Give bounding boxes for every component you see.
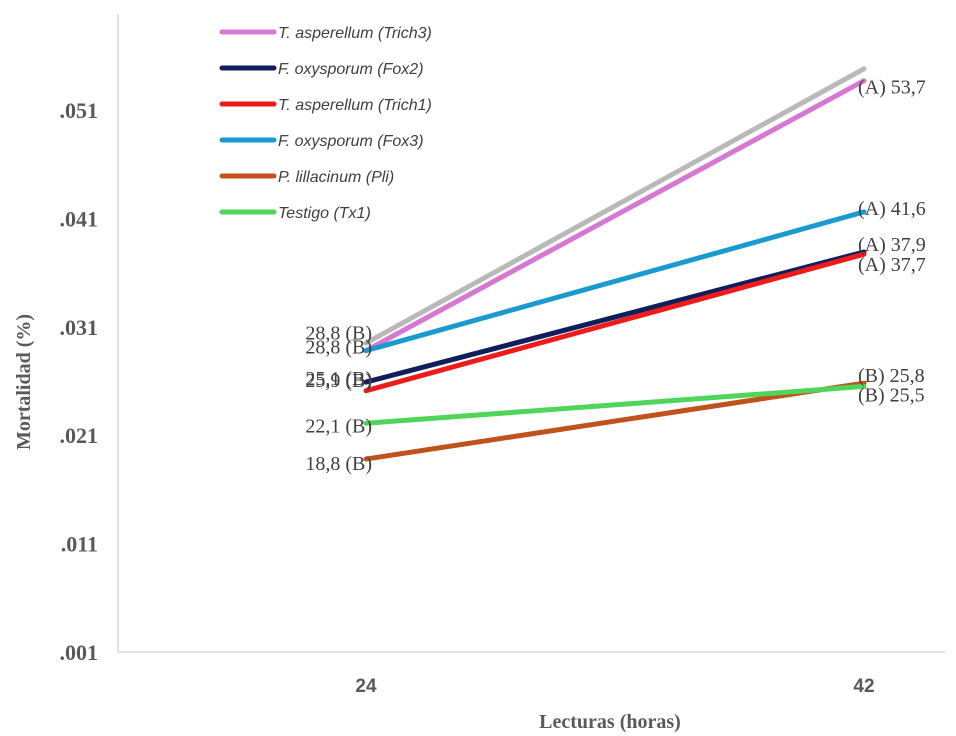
data-label: 18,8 (B) [305, 453, 372, 475]
legend-label: T. asperellum (Trich3) [278, 25, 432, 42]
data-label: (B) 25,8 [858, 365, 925, 387]
series-line [363, 380, 867, 462]
series-line [363, 66, 867, 346]
y-tick-label: .011 [61, 532, 98, 557]
data-label: 25,9 (B) [305, 370, 372, 392]
series-lines [363, 66, 867, 462]
y-tick-label: .001 [60, 640, 99, 665]
series-line [363, 383, 867, 426]
y-tick-label: .041 [60, 206, 99, 231]
legend-label: F. oxysporum (Fox2) [278, 61, 424, 78]
legend-label: T. asperellum (Trich1) [278, 97, 432, 114]
data-label: (B) 25,5 [858, 384, 925, 406]
x-axis-title: Lecturas (horas) [539, 711, 681, 733]
data-label: (A) 53,7 [858, 77, 926, 99]
data-label: (A) 37,9 [858, 234, 926, 256]
series-line [363, 251, 867, 394]
x-axis-ticks: 24 42 [355, 676, 874, 697]
series-line [363, 249, 867, 385]
y-tick-label: .031 [60, 315, 99, 340]
data-label: (A) 37,7 [858, 254, 926, 276]
series-line [363, 78, 867, 354]
x-tick-label: 42 [853, 676, 874, 697]
series-line [363, 209, 867, 354]
chart-axes [117, 14, 945, 653]
legend: T. asperellum (Trich3) F. oxysporum (Fox2… [219, 25, 432, 222]
data-label: 25,1 (B) [305, 368, 372, 390]
y-axis-title: Mortalidad (%) [13, 314, 35, 450]
data-label: 28,8 (B) [305, 337, 372, 359]
legend-label: F. oxysporum (Fox3) [278, 133, 424, 150]
y-tick-label: .021 [60, 423, 99, 448]
legend-label: P. lillacinum (Pli) [278, 169, 394, 186]
y-tick-label: .051 [60, 98, 99, 123]
x-tick-label: 24 [355, 676, 377, 697]
y-axis-ticks: .001 .011 .021 .031 .041 .051 [60, 98, 99, 665]
data-label: 22,1 (B) [305, 415, 372, 437]
data-labels: 28,8 (B) (A) 53,7 25,9 (B) (A) 37,9 25,1 (B)… [305, 77, 925, 475]
data-label: (A) 41,6 [858, 198, 926, 220]
legend-label: Testigo (Tx1) [278, 205, 371, 222]
data-label: 28,8 (B) [305, 323, 372, 345]
